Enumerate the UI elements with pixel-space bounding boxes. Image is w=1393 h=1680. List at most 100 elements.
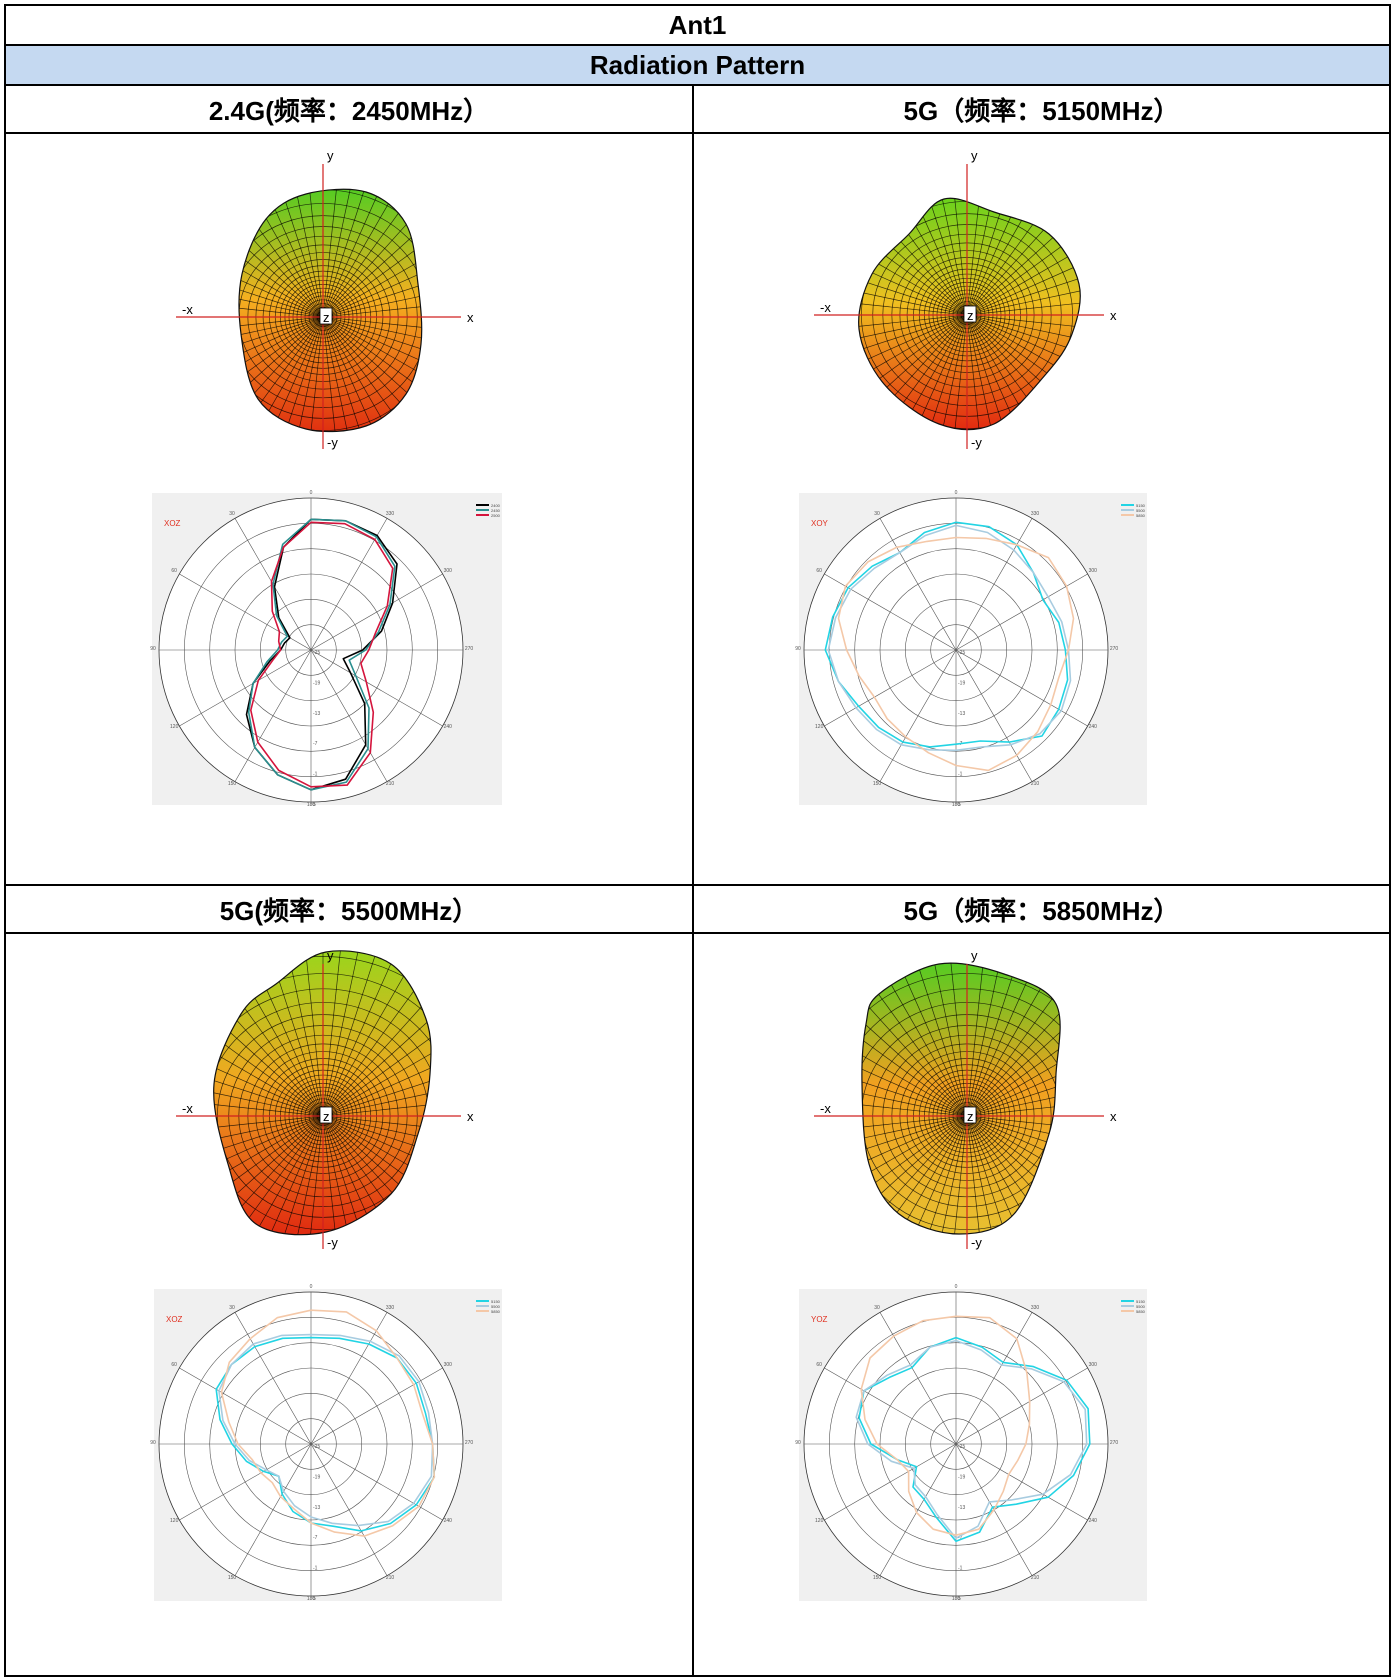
polar-angle-label: 210 [1031,1575,1040,1581]
polar-angle-label: 0 [310,490,313,496]
polar-angle-label: 150 [228,781,237,787]
polar-trace [218,1333,434,1527]
legend-label: 5850 [1136,513,1146,518]
axis-label-z: z [967,308,974,323]
polar-ring-label: -13 [313,1505,320,1511]
polar-ring-label: -1 [313,772,318,778]
legend-label: 5500 [1136,1304,1146,1309]
polar-ring-label: 5 [958,1596,961,1602]
axis-label-z: z [323,1109,330,1124]
axis-z-box [319,307,333,325]
axis-label-neg-x: -x [182,302,193,317]
panel-body-1: y -y x -x z 0 330 300 270 240 210 180 150 120 90 60 30 -2… [692,132,1391,886]
polar-angle-label: 120 [170,724,179,730]
polar-angle-label: 330 [1031,1305,1040,1311]
polar-angle-label: 330 [1031,511,1040,517]
axis-label-neg-x: -x [182,1101,193,1116]
polar-plot: 0 330 300 270 240 210 180 150 120 90 60 30 -25 -19 -13… [795,490,1147,808]
polar-angle-label: 90 [150,1440,156,1446]
panel-heading-2: 5G(频率：5500MHz） [4,884,694,934]
polar-trace [247,518,396,791]
panel-heading-0: 2.4G(频率：2450MHz） [4,84,694,134]
axis-label-y: y [327,948,334,963]
axis-label-y: y [971,148,978,163]
legend-label: 5150 [491,1299,501,1304]
legend-label: 5150 [1136,503,1146,508]
panel-body-2: y -y x -x z 0 330 300 270 240 210 180 150 120 90 60 30 -2… [4,932,694,1677]
panel-body-3: y -y x -x z 0 330 300 270 240 210 180 150 120 90 60 30 -2… [692,932,1391,1677]
polar-angle-label: 240 [444,1518,453,1524]
polar-plane-label: XOZ [164,519,181,528]
polar-ring-label: -19 [958,680,965,686]
polar-plane-label: YOZ [811,1315,828,1324]
polar-ring-label: -7 [313,1535,318,1541]
polar-ring-label: -1 [313,1566,318,1572]
polar-trace [220,1309,436,1537]
polar-angle-label: 300 [444,568,453,574]
polar-trace [855,1339,1088,1539]
polar-angle-label: 60 [816,1362,822,1368]
polar-ring-label: -13 [958,711,965,717]
panel-figure-3: y -y x -x z 0 330 300 270 240 210 180 150 120 90 60 30 -2… [795,948,1147,1602]
axis-label-neg-x: -x [820,300,831,315]
axis-label-z: z [967,1109,974,1124]
polar-angle-label: 180 [952,1596,961,1602]
polar-angle-label: 270 [1110,646,1119,652]
polar-angle-label: 120 [815,1518,824,1524]
polar-angle-label: 120 [815,724,824,730]
axes: y -y x -x z [814,148,1117,450]
axis-label-neg-y: -y [971,435,982,450]
polar-angle-label: 180 [307,1596,316,1602]
panel-figure-0: y -y x -x z 0 330 300 270 240 210 180 150 120 90 60 30 -2… [150,148,502,808]
polar-trace [250,521,394,788]
polar-angle-label: 180 [307,802,316,808]
axes: y -y x -x z [814,948,1117,1250]
polar-angle-label: 60 [816,568,822,574]
polar-angle-label: 210 [386,781,395,787]
axis-z-box [319,1106,333,1124]
polar-angle-label: 300 [1089,568,1098,574]
polar-angle-label: 240 [1089,724,1098,730]
polar-ring-label: -19 [313,1474,320,1480]
axis-label-x: x [467,310,474,325]
polar-ring-label: -25 [958,1444,965,1450]
polar-plane-label: XOZ [166,1315,183,1324]
polar-trace [837,536,1075,772]
polar-trace [860,1315,1031,1536]
panel-heading-3: 5G（频率：5850MHz） [692,884,1391,934]
legend-label: 5500 [491,1304,501,1309]
polar-spoke [234,518,388,782]
polar-trace [824,521,1069,748]
polar-ring-label: -25 [313,1444,320,1450]
polar-plot: 0 330 300 270 240 210 180 150 120 90 60 30 -25 -19 -13… [150,1284,502,1602]
polar-angle-label: 210 [386,1575,395,1581]
polar-angle-label: 300 [444,1362,453,1368]
axis-label-y: y [327,148,334,163]
panel-figure-2: y -y x -x z 0 330 300 270 240 210 180 150 120 90 60 30 -2… [150,948,502,1602]
polar-plot: 0 330 300 270 240 210 180 150 120 90 60 30 -25 -19 -13… [150,490,502,808]
polar-ring-label: -25 [958,650,965,656]
axis-label-z: z [323,310,330,325]
polar-angle-label: 0 [310,1284,313,1290]
polar-angle-label: 150 [228,1575,237,1581]
legend-label: 5850 [491,1309,501,1314]
polar-plot: 0 330 300 270 240 210 180 150 120 90 60 30 -25 -19 -13… [795,1284,1147,1602]
polar-ring-label: 5 [313,1596,316,1602]
polar-angle-label: 240 [1089,1518,1098,1524]
polar-angle-label: 90 [795,1440,801,1446]
axis-label-neg-y: -y [327,1235,338,1250]
polar-angle-label: 330 [386,511,395,517]
axis-label-neg-x: -x [820,1101,831,1116]
polar-ring-label: 5 [958,802,961,808]
polar-angle-label: 270 [1110,1440,1119,1446]
polar-ring-label: -13 [958,1505,965,1511]
legend-label: 2500 [491,513,501,518]
polar-angle-label: 180 [952,802,961,808]
polar-angle-label: 120 [170,1518,179,1524]
polar-angle-label: 90 [150,646,156,652]
polar-trace [827,524,1072,752]
polar-angle-label: 210 [1031,781,1040,787]
axis-z-box [963,1106,977,1124]
polar-plane-label: XOY [811,519,829,528]
